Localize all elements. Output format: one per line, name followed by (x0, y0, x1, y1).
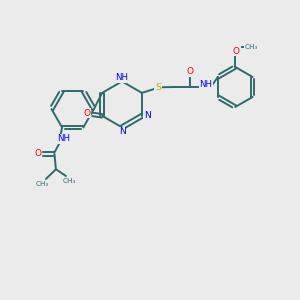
Text: CH₃: CH₃ (244, 44, 258, 50)
Text: S: S (155, 83, 161, 92)
Text: O: O (233, 46, 240, 56)
Text: O: O (186, 67, 193, 76)
Text: NH: NH (116, 74, 128, 82)
Text: O: O (35, 149, 42, 158)
Text: NH: NH (57, 134, 70, 143)
Text: NH: NH (200, 80, 213, 89)
Text: N: N (144, 111, 151, 120)
Text: CH₃: CH₃ (36, 181, 49, 187)
Text: O: O (83, 109, 90, 118)
Text: CH₃: CH₃ (63, 178, 76, 184)
Text: N: N (119, 127, 125, 136)
